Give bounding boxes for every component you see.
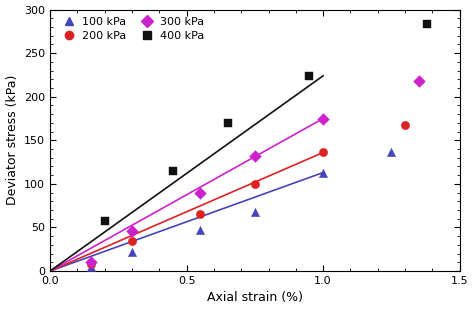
Point: [196, 211, 204, 216]
Point: [87, 260, 95, 265]
Point: [415, 78, 422, 83]
Point: [101, 219, 109, 224]
Legend: 100 kPa, 200 kPa, 300 kPa, 400 kPa: 100 kPa, 200 kPa, 300 kPa, 400 kPa: [55, 15, 206, 43]
Point: [128, 239, 136, 244]
Point: [319, 150, 327, 155]
Point: [196, 190, 204, 195]
Point: [128, 228, 136, 233]
Point: [388, 149, 395, 154]
Point: [251, 153, 259, 158]
Point: [169, 168, 177, 173]
X-axis label: Axial strain (%): Axial strain (%): [207, 291, 303, 304]
Point: [196, 228, 204, 232]
Point: [319, 116, 327, 121]
Point: [251, 209, 259, 214]
Point: [401, 122, 409, 127]
Point: [224, 120, 231, 125]
Point: [306, 73, 313, 78]
Point: [251, 181, 259, 186]
Y-axis label: Deviator stress (kPa): Deviator stress (kPa): [6, 75, 18, 206]
Point: [128, 249, 136, 254]
Point: [87, 262, 95, 267]
Point: [319, 170, 327, 175]
Point: [87, 264, 95, 269]
Point: [423, 21, 431, 26]
